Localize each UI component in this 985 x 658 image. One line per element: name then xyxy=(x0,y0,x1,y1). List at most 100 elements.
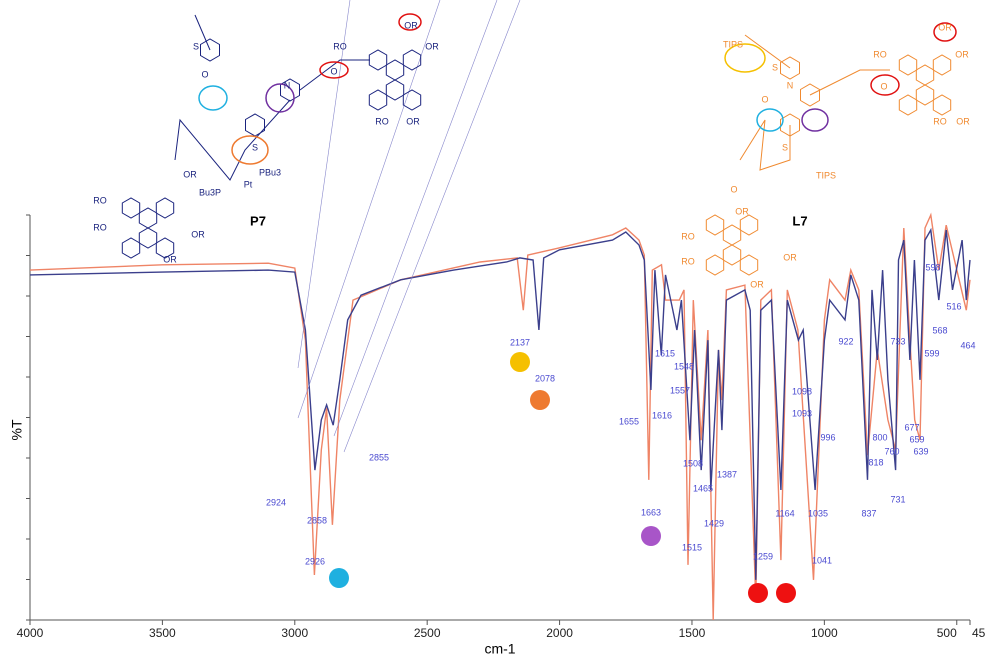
peak-label: 464 xyxy=(960,340,975,350)
peak-label: 1557 xyxy=(670,385,690,395)
atom-label: OR xyxy=(425,41,439,51)
atom-label: OR xyxy=(750,279,764,289)
atom-label: TIPS xyxy=(723,39,743,49)
atom-label: O xyxy=(880,81,887,91)
chain xyxy=(739,34,890,171)
peak-label: 599 xyxy=(924,348,939,358)
compound-name: L7 xyxy=(792,213,807,228)
peak-label: 733 xyxy=(890,336,905,346)
atom-label: S xyxy=(252,142,258,152)
ring xyxy=(121,197,141,219)
atom-label: TIPS xyxy=(816,170,836,180)
x-tick-label: 4000 xyxy=(17,626,44,640)
peak-label: 1548 xyxy=(674,361,694,371)
highlight-ring xyxy=(933,22,957,42)
peak-label: 818 xyxy=(868,457,883,467)
atom-label: RO xyxy=(93,222,107,232)
ring xyxy=(800,83,820,107)
atom-label: RO xyxy=(333,41,347,51)
ring xyxy=(402,49,422,71)
atom-label: OR xyxy=(163,254,177,264)
spectrum-line xyxy=(29,227,971,580)
x-tick-label: 2000 xyxy=(546,626,573,640)
peak-label: 1093 xyxy=(792,408,812,418)
peak-label: 1616 xyxy=(652,410,672,420)
peak-label: 922 xyxy=(838,336,853,346)
peak-label: 1663 xyxy=(641,507,661,517)
atom-label: Bu3P xyxy=(199,187,221,197)
ring xyxy=(705,254,725,276)
peak-label: 2926 xyxy=(305,556,325,566)
ring xyxy=(932,94,952,116)
atom-label: RO xyxy=(93,195,107,205)
atom-label: RO xyxy=(681,231,695,241)
peak-label: 1655 xyxy=(619,416,639,426)
ring xyxy=(739,214,759,236)
peak-label: 677 xyxy=(904,422,919,432)
y-axis-label: %T xyxy=(9,419,25,440)
ring xyxy=(932,54,952,76)
ring xyxy=(155,197,175,219)
ring xyxy=(385,79,405,101)
peak-label: 598 xyxy=(925,262,940,272)
ring xyxy=(138,207,158,229)
atom-label: OR xyxy=(191,229,205,239)
highlight-ring xyxy=(724,43,766,73)
ring xyxy=(368,89,388,111)
atom-label: RO xyxy=(873,49,887,59)
ring xyxy=(155,237,175,259)
peak-label: 1515 xyxy=(682,542,702,552)
atom-label: N xyxy=(787,80,794,90)
peak-label: 1164 xyxy=(775,508,794,518)
atom-label: OR xyxy=(938,22,952,32)
atom-label: RO xyxy=(681,256,695,266)
atom-label: S xyxy=(772,62,778,72)
highlight-dot xyxy=(530,390,550,410)
highlight-dot xyxy=(748,583,768,603)
atom-label: S xyxy=(782,142,788,152)
highlight-dot xyxy=(510,352,530,372)
ring xyxy=(780,56,800,80)
peak-label: 1508 xyxy=(683,458,703,468)
leader-line xyxy=(297,0,441,419)
ring xyxy=(915,64,935,86)
ring xyxy=(121,237,141,259)
peak-label: 1041 xyxy=(812,555,832,565)
x-tick-label: 450 xyxy=(972,626,985,640)
ring xyxy=(898,54,918,76)
ring xyxy=(915,84,935,106)
atom-label: RO xyxy=(375,116,389,126)
peak-label: 1098 xyxy=(792,386,812,396)
atom-label: N xyxy=(284,80,291,90)
peak-label: 2858 xyxy=(307,515,327,525)
peak-label: 1387 xyxy=(717,469,737,479)
atom-label: O xyxy=(201,69,208,79)
peak-label: 516 xyxy=(946,301,961,311)
peak-label: 760 xyxy=(884,446,899,456)
ring xyxy=(739,254,759,276)
atom-label: OR xyxy=(183,169,197,179)
peak-label: 731 xyxy=(890,494,905,504)
atom-label: PBu3 xyxy=(259,167,281,177)
ring xyxy=(245,113,265,137)
peak-label: 1615 xyxy=(655,348,675,358)
highlight-ring xyxy=(398,13,422,31)
highlight-ring xyxy=(319,61,349,79)
x-tick-label: 3500 xyxy=(149,626,176,640)
ring xyxy=(402,89,422,111)
peak-label: 1465 xyxy=(693,483,713,493)
leader-line xyxy=(333,0,498,437)
x-tick-label: 1500 xyxy=(679,626,706,640)
atom-label: O xyxy=(330,66,337,76)
highlight-ring xyxy=(198,85,228,111)
x-tick-label: 1000 xyxy=(811,626,838,640)
atom-label: Pt xyxy=(244,179,253,189)
atom-label: OR xyxy=(404,20,418,30)
atom-label: OR xyxy=(783,252,797,262)
ring xyxy=(138,227,158,249)
peak-label: 2855 xyxy=(369,452,389,462)
highlight-ring xyxy=(756,108,784,132)
x-axis-label: cm-1 xyxy=(484,641,515,657)
peak-label: 659 xyxy=(909,434,924,444)
